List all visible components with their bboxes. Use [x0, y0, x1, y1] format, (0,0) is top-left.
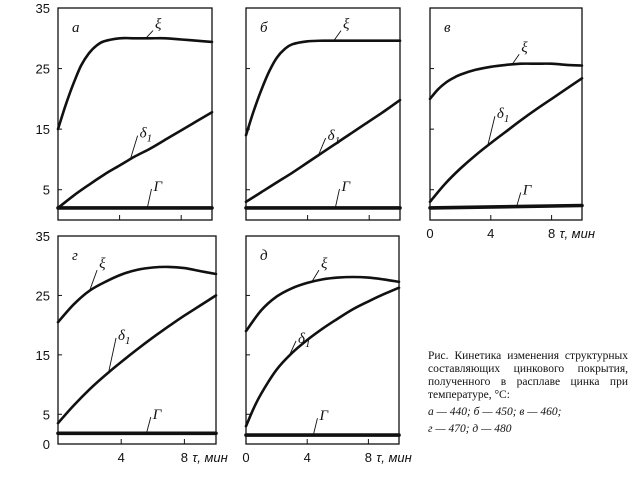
series-label: δ1: [118, 328, 130, 347]
series-label-leader: [108, 337, 117, 373]
series-label-leader: [333, 30, 342, 41]
panel-a: 35 25 15 5 а ξ δ1 Г: [36, 1, 214, 221]
series-label: Г: [152, 179, 163, 195]
y-tick-label: 5: [43, 183, 50, 198]
series-label: Г: [152, 407, 163, 423]
series-label-leader: [334, 188, 340, 208]
panel-v: 0 4 8 τ, мин в ξ δ1 Г: [426, 7, 595, 241]
caption-legend-line-1: а — 440; б — 450; в — 460;: [428, 406, 562, 418]
x-tick-label: 8: [181, 450, 188, 465]
y-tick-label: 35: [36, 229, 50, 244]
y-tick-label: 0: [43, 437, 50, 452]
axes-frame: [245, 235, 400, 445]
x-tick-label: 8: [365, 450, 372, 465]
series-line-delta1: [244, 98, 402, 204]
axes-frame: [57, 235, 217, 445]
series-label-leader: [89, 269, 98, 291]
series-label: ξ: [321, 256, 328, 272]
series-line-delta1: [244, 286, 401, 428]
figure-caption: Рис. Кинетика изменения структурных сост…: [428, 350, 628, 436]
series-label-leader: [146, 416, 152, 434]
series-label-leader: [145, 30, 154, 39]
series-label-leader: [516, 192, 522, 207]
y-tick-label: 5: [43, 407, 50, 422]
series-label: δ1: [328, 128, 340, 147]
series-label: Г: [522, 183, 533, 199]
series-label: Г: [340, 179, 351, 195]
series-line-xi: [56, 265, 218, 324]
axes-frame: [245, 7, 401, 221]
axes-frame: [57, 7, 213, 221]
x-tick-label: 4: [118, 450, 125, 465]
series-label: ξ: [99, 256, 106, 272]
series-line-delta1: [56, 110, 214, 210]
series-line-xi: [244, 275, 401, 333]
series-label-leader: [511, 53, 520, 65]
series-line-gamma: [428, 203, 584, 210]
series-label: ξ: [343, 17, 350, 33]
series-line-delta1: [428, 77, 584, 204]
series-label-leader: [312, 418, 318, 436]
axes-frame: [429, 7, 583, 221]
series-line-delta1: [56, 294, 218, 425]
panel-b: б ξ δ1 Г: [244, 7, 402, 221]
series-label-leader: [317, 137, 327, 156]
panel-label: д: [260, 248, 268, 264]
caption-text: Рис. Кинетика изменения структурных сост…: [428, 350, 628, 401]
series-label-leader: [129, 135, 139, 160]
y-tick-label: 15: [36, 122, 50, 137]
series-label-leader: [311, 269, 320, 283]
panel-g: 35 25 15 5 0 4 8 τ, мин г ξ δ1 Г: [36, 229, 228, 465]
x-axis-label: τ, мин: [376, 450, 411, 465]
series-label: δ1: [140, 126, 152, 145]
series-label: Г: [318, 408, 329, 424]
series-label: ξ: [521, 40, 528, 56]
series-line-xi: [428, 62, 584, 101]
y-tick-label: 15: [36, 348, 50, 363]
y-tick-label: 25: [36, 62, 50, 77]
series-label: ξ: [155, 17, 162, 33]
x-tick-label: 0: [242, 450, 249, 465]
panel-label: б: [260, 20, 268, 36]
series-line-xi: [56, 36, 214, 131]
y-tick-label: 35: [36, 1, 50, 16]
panel-label: г: [72, 248, 78, 264]
caption-legend-line-2: г — 470; д — 480: [428, 423, 512, 435]
panel-label: а: [72, 20, 80, 36]
x-tick-label: 4: [487, 226, 494, 241]
y-tick-label: 25: [36, 288, 50, 303]
x-axis-label: τ, мин: [560, 226, 595, 241]
panel-label: в: [444, 20, 451, 36]
x-tick-label: 8: [548, 226, 555, 241]
x-tick-label: 0: [426, 226, 433, 241]
series-label-leader: [146, 188, 152, 208]
series-label: δ1: [497, 106, 509, 125]
series-label-leader: [288, 340, 297, 357]
series-line-xi: [244, 39, 402, 137]
series-label-leader: [487, 116, 496, 146]
x-tick-label: 4: [304, 450, 311, 465]
x-axis-label: τ, мин: [192, 450, 227, 465]
